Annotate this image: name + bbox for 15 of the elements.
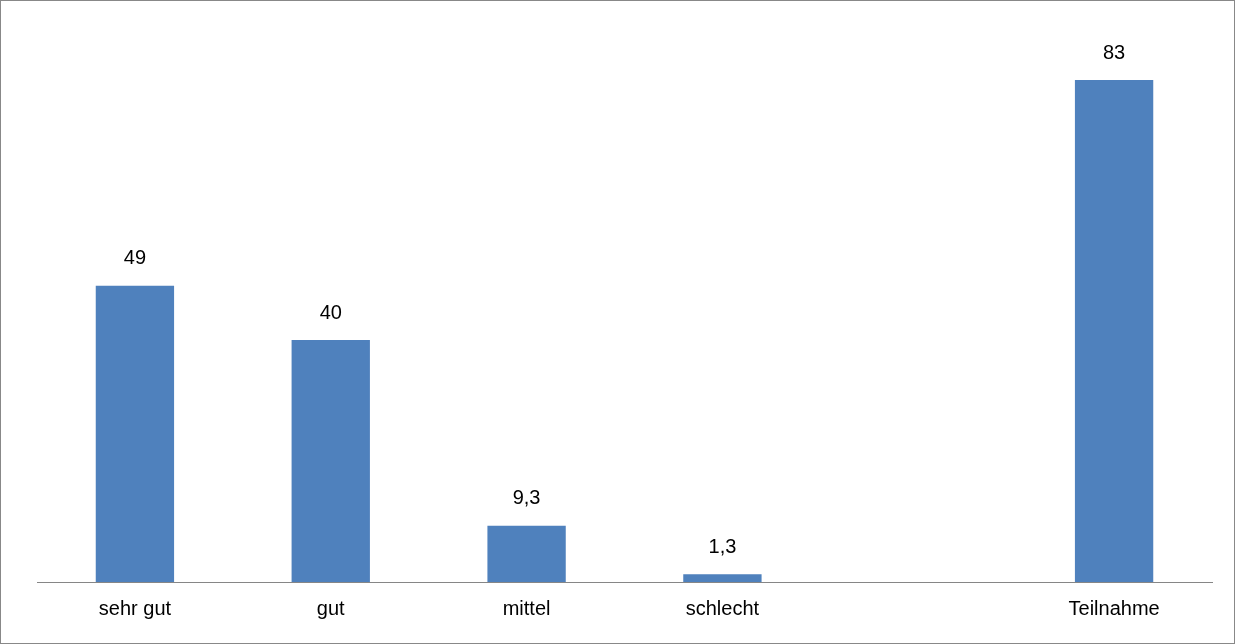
x-tick-label: schlecht bbox=[685, 596, 760, 619]
x-tick-label: mittel bbox=[502, 596, 551, 619]
x-tick-label: sehr gut bbox=[98, 596, 172, 619]
data-label: 1,3 bbox=[708, 534, 737, 557]
data-label: 83 bbox=[1102, 40, 1126, 63]
data-label: 9,3 bbox=[512, 486, 541, 509]
bar bbox=[683, 574, 762, 582]
x-tick-label: Teilnahme bbox=[1068, 596, 1160, 619]
data-label: 40 bbox=[319, 300, 342, 323]
bar bbox=[95, 285, 175, 582]
bar bbox=[487, 525, 566, 582]
data-label: 49 bbox=[123, 246, 147, 269]
bar bbox=[291, 340, 370, 582]
x-tick-label: gut bbox=[316, 596, 346, 619]
bar bbox=[1074, 80, 1154, 582]
